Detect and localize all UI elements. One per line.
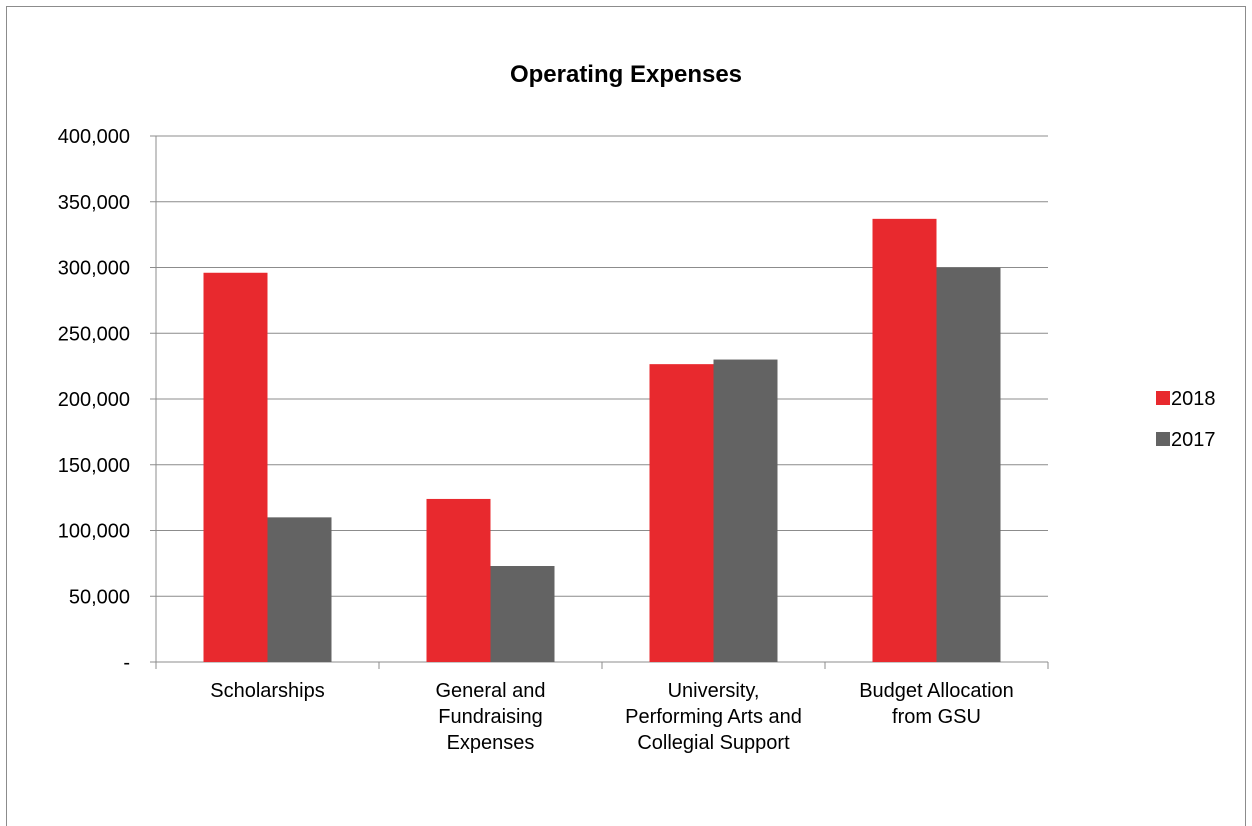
bar-2017 [713, 359, 778, 662]
legend-swatch-2017 [1156, 432, 1170, 446]
bars [203, 218, 1001, 662]
x-category-label-line: Budget Allocation [859, 680, 1014, 702]
y-tick-label: 100,000 [58, 521, 130, 543]
y-tick-label: 350,000 [58, 192, 130, 214]
y-tick-label: 300,000 [58, 258, 130, 280]
x-category-label: General and Fundraising Expenses [435, 680, 545, 754]
x-category-label-line: University, [668, 680, 760, 702]
x-axis-category-labels: Scholarships General and Fundraising Expens… [210, 680, 1014, 754]
x-category-label-line: Collegial Support [637, 732, 790, 754]
bar-2018 [872, 218, 937, 662]
bar-2017 [936, 267, 1001, 662]
y-axis-tick-labels: - 50,000 100,000 150,000 200,000 250,000 300,0… [58, 126, 130, 674]
bar-2017 [490, 566, 555, 662]
legend-label-2017: 2017 [1171, 429, 1216, 451]
x-category-label-line: Fundraising [438, 706, 543, 728]
x-category-label-line: Performing Arts and [625, 706, 802, 728]
x-category-label-line: Expenses [447, 732, 535, 754]
bar-2018 [649, 364, 714, 662]
y-tick-label: 150,000 [58, 455, 130, 477]
bar-2018 [203, 272, 268, 662]
y-tick-label: 200,000 [58, 389, 130, 411]
x-category-label-line: General and [435, 680, 545, 702]
legend-swatch-2018 [1156, 391, 1170, 405]
y-tick-label: 50,000 [69, 586, 130, 608]
x-category-label-line: Scholarships [210, 680, 325, 702]
y-tick-label: - [123, 652, 130, 674]
x-category-label: Scholarships [210, 680, 325, 702]
x-category-label: University, Performing Arts and Collegial … [625, 680, 802, 754]
bar-2018 [426, 498, 491, 662]
x-category-label-line: from GSU [892, 706, 981, 728]
chart-title: Operating Expenses [510, 61, 742, 88]
legend: 2018 2017 [1156, 388, 1216, 451]
bar-2017 [267, 517, 332, 662]
y-tick-label: 400,000 [58, 126, 130, 148]
x-category-label: Budget Allocation from GSU [859, 680, 1014, 728]
legend-label-2018: 2018 [1171, 388, 1216, 410]
y-tick-label: 250,000 [58, 323, 130, 345]
